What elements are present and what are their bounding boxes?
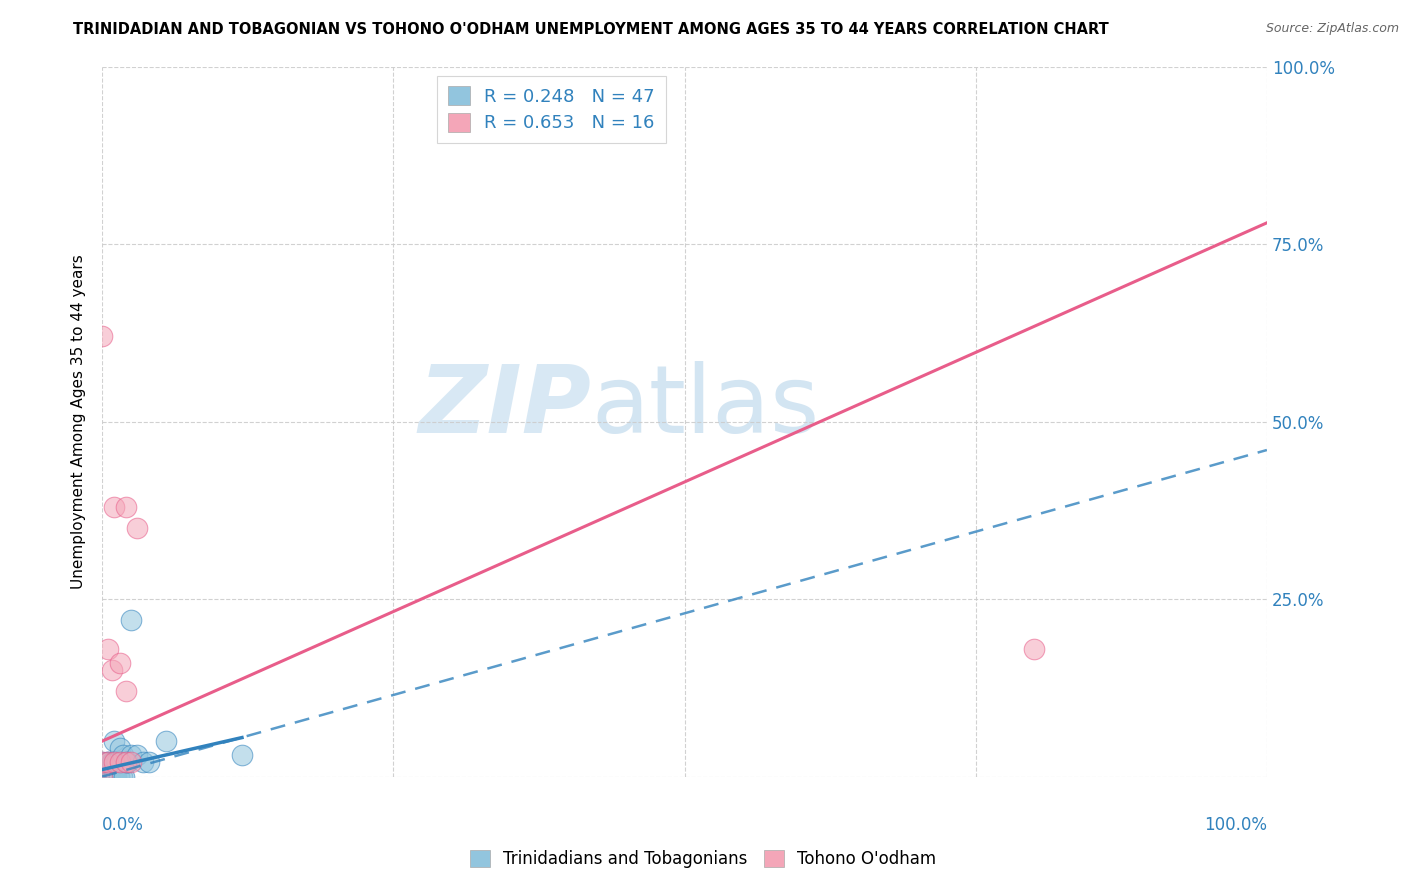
- Point: [91, 770, 114, 784]
- Point: [103, 770, 125, 784]
- Point: [103, 500, 125, 514]
- Point: [231, 748, 253, 763]
- Point: [97, 770, 120, 784]
- Point: [91, 770, 114, 784]
- Point: [132, 756, 155, 770]
- Point: [103, 770, 125, 784]
- Point: [111, 770, 134, 784]
- Text: ZIP: ZIP: [419, 361, 592, 453]
- Point: [91, 770, 114, 784]
- Point: [120, 614, 142, 628]
- Point: [91, 756, 114, 770]
- Point: [98, 770, 121, 784]
- Point: [127, 748, 149, 763]
- Point: [101, 770, 124, 784]
- Point: [100, 770, 122, 784]
- Point: [127, 521, 149, 535]
- Point: [100, 756, 122, 770]
- Point: [97, 756, 120, 770]
- Point: [114, 500, 136, 514]
- Legend: R = 0.248   N = 47, R = 0.653   N = 16: R = 0.248 N = 47, R = 0.653 N = 16: [437, 76, 666, 144]
- Point: [94, 770, 117, 784]
- Point: [103, 756, 125, 770]
- Point: [107, 770, 129, 784]
- Point: [120, 756, 142, 770]
- Point: [91, 770, 114, 784]
- Point: [108, 756, 131, 770]
- Point: [103, 756, 125, 770]
- Point: [108, 741, 131, 756]
- Point: [1022, 641, 1045, 656]
- Legend: Trinidadians and Tobagonians, Tohono O'odham: Trinidadians and Tobagonians, Tohono O'o…: [463, 843, 943, 875]
- Point: [112, 748, 135, 763]
- Point: [115, 756, 138, 770]
- Point: [91, 770, 114, 784]
- Text: TRINIDADIAN AND TOBAGONIAN VS TOHONO O'ODHAM UNEMPLOYMENT AMONG AGES 35 TO 44 YE: TRINIDADIAN AND TOBAGONIAN VS TOHONO O'O…: [73, 22, 1108, 37]
- Text: 100.0%: 100.0%: [1204, 815, 1267, 834]
- Point: [91, 756, 114, 770]
- Point: [108, 756, 131, 770]
- Point: [108, 656, 131, 670]
- Point: [93, 770, 115, 784]
- Point: [114, 756, 136, 770]
- Point: [114, 684, 136, 698]
- Point: [96, 756, 118, 770]
- Point: [91, 770, 114, 784]
- Point: [97, 641, 120, 656]
- Point: [105, 756, 128, 770]
- Point: [98, 770, 121, 784]
- Point: [91, 770, 114, 784]
- Point: [138, 756, 160, 770]
- Text: Source: ZipAtlas.com: Source: ZipAtlas.com: [1265, 22, 1399, 36]
- Point: [98, 770, 121, 784]
- Point: [112, 770, 135, 784]
- Point: [104, 770, 127, 784]
- Point: [97, 756, 120, 770]
- Point: [155, 734, 177, 748]
- Text: 0.0%: 0.0%: [103, 815, 143, 834]
- Point: [93, 770, 115, 784]
- Point: [97, 770, 120, 784]
- Point: [91, 770, 114, 784]
- Point: [117, 756, 139, 770]
- Point: [110, 756, 132, 770]
- Y-axis label: Unemployment Among Ages 35 to 44 years: Unemployment Among Ages 35 to 44 years: [72, 254, 86, 589]
- Point: [105, 756, 128, 770]
- Text: atlas: atlas: [592, 361, 820, 453]
- Point: [114, 756, 136, 770]
- Point: [100, 663, 122, 677]
- Point: [91, 329, 114, 343]
- Point: [103, 734, 125, 748]
- Point: [120, 748, 142, 763]
- Point: [94, 770, 117, 784]
- Point: [105, 770, 128, 784]
